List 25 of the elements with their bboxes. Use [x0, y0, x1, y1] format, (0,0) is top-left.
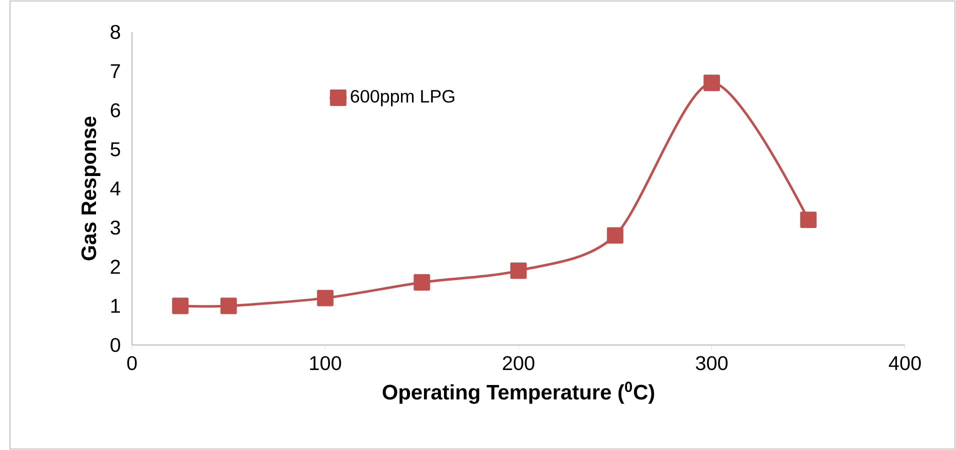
point	[606, 227, 624, 244]
y-tick-label: 6	[110, 103, 120, 118]
point	[220, 298, 237, 314]
x-tick-label: 300	[696, 356, 728, 370]
y-tick-label: 3	[110, 220, 120, 235]
point	[704, 74, 720, 92]
point	[317, 290, 334, 306]
point	[172, 298, 189, 314]
point	[510, 262, 527, 279]
y-tick-label: 7	[110, 64, 120, 78]
x-tick-label: 200	[502, 356, 534, 370]
y-tick-label: 0	[110, 338, 120, 352]
x-tick-label: 100	[310, 356, 342, 370]
x-axis-title: Operating Temperature ($^{0}$C)	[382, 382, 654, 404]
x-tick-label: 0	[127, 356, 137, 370]
x-tick-label: 400	[888, 356, 921, 370]
legend-label: 600ppm LPG	[350, 90, 454, 106]
point	[800, 212, 817, 228]
y-tick-label: 4	[110, 182, 120, 196]
y-tick-label: 2	[110, 260, 120, 274]
y-tick-label: 8	[110, 24, 120, 40]
y-tick-label: 1	[111, 299, 120, 313]
y-axis-title: Gas Response	[81, 116, 100, 260]
y-tick-label: 5	[110, 142, 120, 156]
point	[414, 274, 430, 291]
